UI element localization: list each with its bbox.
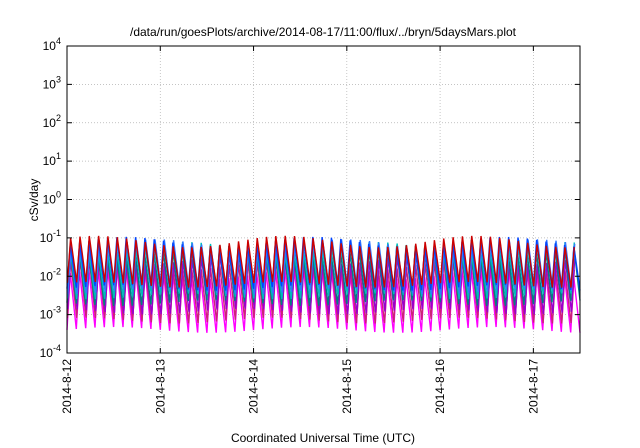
x-axis-label: Coordinated Universal Time (UTC) [231, 431, 415, 445]
series-line [67, 252, 576, 315]
y-tick-label: 10-1 [40, 228, 61, 245]
y-tick-label: 104 [43, 36, 61, 53]
series-line [66, 235, 575, 288]
y-axis-label: cSv/day [27, 179, 41, 222]
y-tick-labels: 10-4 10-3 10-2 10-1 100 101 102 103 104 [40, 36, 580, 360]
series-group [66, 235, 581, 333]
x-tick-label: 2014-8-17 [526, 359, 540, 414]
y-tick-label: 10-3 [40, 305, 61, 322]
chart-title: /data/run/goesPlots/archive/2014-08-17/1… [130, 25, 517, 39]
y-tick-label: 100 [43, 190, 61, 207]
x-tick-label: 2014-8-14 [247, 359, 261, 414]
y-tick-label: 10-2 [40, 266, 61, 283]
y-tick-label: 103 [43, 74, 61, 91]
x-tick-label: 2014-8-15 [340, 359, 354, 414]
x-tick-label: 2014-8-16 [433, 359, 447, 414]
y-tick-label: 102 [43, 113, 61, 130]
x-tick-label: 2014-8-12 [60, 359, 74, 414]
x-tick-label: 2014-8-13 [153, 359, 167, 414]
x-tick-labels: 2014-8-12 2014-8-13 2014-8-14 2014-8-15 2014… [60, 46, 540, 414]
y-tick-label: 101 [43, 151, 61, 168]
y-tick-label: 10-4 [40, 343, 61, 360]
